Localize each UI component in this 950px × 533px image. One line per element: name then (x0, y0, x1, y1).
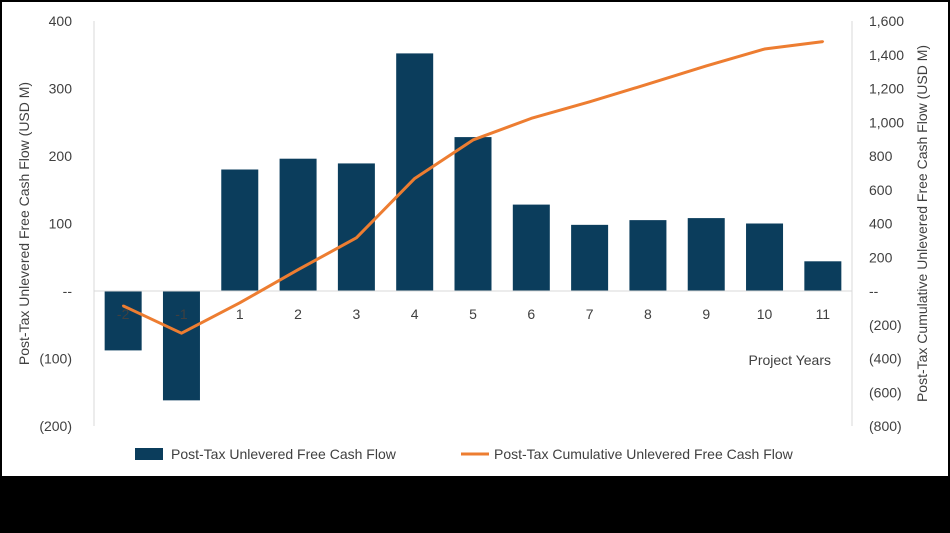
cumulative-point-10 (763, 47, 766, 51)
x-tick-label: -2 (117, 306, 130, 322)
bar-4 (396, 53, 434, 292)
bar--2 (104, 291, 142, 351)
y-tick-right-label: (800) (869, 418, 902, 434)
x-tick-label: -1 (175, 306, 188, 322)
y-tick-left-label: 400 (49, 13, 73, 29)
cumulative-point-5 (471, 138, 475, 142)
x-tick-label: 8 (644, 306, 652, 322)
chart-area: 400 300 200 100 -- (100) (200) 1,600 1,400 1,200 1… (2, 2, 948, 476)
legend-bar-swatch (135, 448, 163, 460)
x-tick-label: 4 (411, 306, 419, 322)
y-tick-left-label: 200 (49, 148, 73, 164)
bar-10 (746, 223, 784, 291)
y-tick-right-label: (200) (869, 317, 902, 333)
y-tick-right-label: -- (869, 283, 879, 299)
y-axis-right-title: Post-Tax Cumulative Unlevered Free Cash … (914, 45, 930, 402)
bar-6 (512, 204, 550, 291)
y-tick-left-label: 100 (49, 216, 73, 232)
cumulative-point-4 (413, 177, 416, 180)
bar--1 (162, 291, 200, 401)
cumulative-point-1 (238, 301, 241, 305)
y-tick-right-label: 600 (869, 182, 893, 198)
y-tick-right-label: 800 (869, 148, 893, 164)
cumulative-point-6 (530, 117, 533, 120)
cumulative-point--1 (180, 331, 183, 335)
line-group (121, 40, 825, 335)
x-tick-label: 11 (816, 306, 831, 322)
cumulative-point-8 (646, 82, 650, 86)
y-tick-left-label: -- (63, 283, 73, 299)
y-tick-right-label: 1,200 (869, 81, 904, 97)
y-tick-left-label: (200) (39, 418, 72, 434)
y-axis-left-title: Post-Tax Unlevered Free Cash Flow (USD M… (16, 82, 32, 365)
y-tick-right-label: 1,000 (869, 114, 904, 130)
x-tick-label: 6 (527, 306, 535, 322)
legend: Post-Tax Unlevered Free Cash Flow Post-Ta… (135, 446, 794, 462)
x-tick-label: 10 (757, 306, 773, 322)
cumulative-point-11 (821, 40, 825, 43)
y-tick-right-label: 1,600 (869, 13, 904, 29)
bar-1 (221, 169, 259, 291)
bar-3 (337, 163, 375, 291)
y-tick-right-label: (400) (869, 351, 902, 367)
combo-chart: 400 300 200 100 -- (100) (200) 1,600 1,400 1,200 1… (16, 13, 930, 462)
y-tick-left-label: (100) (39, 351, 72, 367)
x-tick-label: 3 (352, 306, 360, 322)
y-tick-left-label: 300 (49, 81, 73, 97)
x-tick-label: 7 (586, 306, 594, 322)
cumulative-point-7 (588, 100, 591, 104)
y-tick-right-label: (600) (869, 384, 902, 400)
bar-11 (804, 261, 842, 291)
x-axis-title: Project Years (749, 352, 832, 368)
cumulative-point-3 (355, 236, 358, 240)
bar-5 (454, 137, 492, 291)
legend-bar-label: Post-Tax Unlevered Free Cash Flow (171, 446, 397, 462)
legend-line-label: Post-Tax Cumulative Unlevered Free Cash … (494, 446, 794, 462)
x-tick-label: 9 (702, 306, 710, 322)
axes-group: 400 300 200 100 -- (100) (200) 1,600 1,400 1,200 1… (16, 13, 930, 434)
bar-9 (687, 218, 725, 291)
cumulative-point-2 (296, 268, 300, 271)
bars-group (104, 53, 842, 401)
y-tick-right-label: 200 (869, 249, 893, 265)
cumulative-point--2 (121, 304, 125, 308)
bar-7 (571, 224, 609, 291)
x-tick-label: 5 (469, 306, 477, 322)
y-tick-right-label: 400 (869, 216, 893, 232)
cumulative-point-9 (705, 64, 708, 68)
x-tick-label: 2 (294, 306, 302, 322)
labels-group: -2 -1 1 2 3 4 5 6 7 8 9 10 11 (117, 306, 830, 322)
y-tick-right-label: 1,400 (869, 47, 904, 63)
x-tick-label: 1 (236, 306, 244, 322)
bar-8 (629, 220, 667, 291)
